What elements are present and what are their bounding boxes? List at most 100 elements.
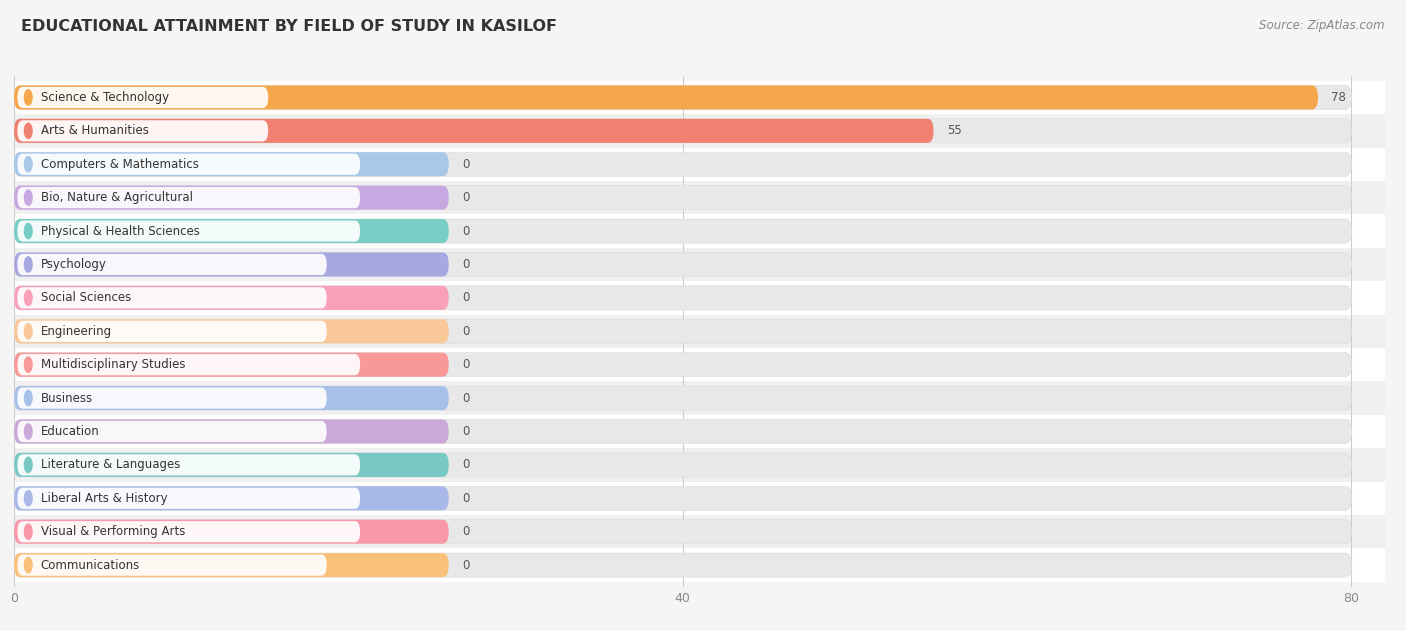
Circle shape <box>24 491 32 506</box>
FancyBboxPatch shape <box>17 488 360 509</box>
FancyBboxPatch shape <box>17 555 326 575</box>
Text: 0: 0 <box>463 492 470 505</box>
FancyBboxPatch shape <box>14 85 1317 109</box>
FancyBboxPatch shape <box>14 353 1351 377</box>
Text: Visual & Performing Arts: Visual & Performing Arts <box>41 525 186 538</box>
Bar <box>14 215 1385 248</box>
FancyBboxPatch shape <box>14 152 1351 176</box>
FancyBboxPatch shape <box>14 119 1351 143</box>
Circle shape <box>24 290 32 305</box>
Text: 78: 78 <box>1331 91 1347 104</box>
Text: 0: 0 <box>463 225 470 237</box>
FancyBboxPatch shape <box>14 252 1351 276</box>
Text: 0: 0 <box>463 425 470 438</box>
FancyBboxPatch shape <box>17 454 360 476</box>
Text: Communications: Communications <box>41 558 141 572</box>
FancyBboxPatch shape <box>14 119 934 143</box>
FancyBboxPatch shape <box>14 219 1351 243</box>
Circle shape <box>24 357 32 372</box>
Text: 55: 55 <box>946 124 962 138</box>
FancyBboxPatch shape <box>17 421 326 442</box>
FancyBboxPatch shape <box>14 152 449 176</box>
FancyBboxPatch shape <box>14 286 449 310</box>
Circle shape <box>24 524 32 540</box>
Bar <box>14 348 1385 381</box>
Circle shape <box>24 156 32 172</box>
FancyBboxPatch shape <box>14 186 449 209</box>
Text: 0: 0 <box>463 258 470 271</box>
Text: Multidisciplinary Studies: Multidisciplinary Studies <box>41 358 186 371</box>
FancyBboxPatch shape <box>14 319 449 343</box>
Text: Science & Technology: Science & Technology <box>41 91 169 104</box>
Text: 0: 0 <box>463 392 470 404</box>
FancyBboxPatch shape <box>17 187 360 208</box>
FancyBboxPatch shape <box>14 453 449 477</box>
Text: Psychology: Psychology <box>41 258 107 271</box>
Circle shape <box>24 324 32 339</box>
FancyBboxPatch shape <box>14 319 1351 343</box>
Bar <box>14 248 1385 281</box>
Bar <box>14 281 1385 315</box>
Bar <box>14 515 1385 548</box>
FancyBboxPatch shape <box>14 420 1351 444</box>
Text: Computers & Mathematics: Computers & Mathematics <box>41 158 198 171</box>
Text: Education: Education <box>41 425 100 438</box>
Text: EDUCATIONAL ATTAINMENT BY FIELD OF STUDY IN KASILOF: EDUCATIONAL ATTAINMENT BY FIELD OF STUDY… <box>21 19 557 34</box>
FancyBboxPatch shape <box>17 354 360 375</box>
FancyBboxPatch shape <box>14 252 449 276</box>
Text: 0: 0 <box>463 158 470 171</box>
FancyBboxPatch shape <box>14 453 1351 477</box>
FancyBboxPatch shape <box>17 387 326 409</box>
FancyBboxPatch shape <box>14 553 449 577</box>
Bar <box>14 481 1385 515</box>
Text: Arts & Humanities: Arts & Humanities <box>41 124 149 138</box>
Bar <box>14 181 1385 215</box>
Circle shape <box>24 190 32 205</box>
FancyBboxPatch shape <box>14 85 1351 109</box>
Circle shape <box>24 558 32 573</box>
Text: 0: 0 <box>463 358 470 371</box>
Text: Physical & Health Sciences: Physical & Health Sciences <box>41 225 200 237</box>
Text: 0: 0 <box>463 292 470 304</box>
FancyBboxPatch shape <box>14 386 1351 410</box>
FancyBboxPatch shape <box>17 287 326 309</box>
Bar <box>14 315 1385 348</box>
Text: 0: 0 <box>463 191 470 204</box>
Text: Liberal Arts & History: Liberal Arts & History <box>41 492 167 505</box>
Bar <box>14 81 1385 114</box>
FancyBboxPatch shape <box>17 87 269 108</box>
FancyBboxPatch shape <box>14 186 1351 209</box>
FancyBboxPatch shape <box>17 220 360 242</box>
FancyBboxPatch shape <box>14 553 1351 577</box>
FancyBboxPatch shape <box>14 520 1351 544</box>
FancyBboxPatch shape <box>14 420 449 444</box>
Text: 0: 0 <box>463 525 470 538</box>
Text: Bio, Nature & Agricultural: Bio, Nature & Agricultural <box>41 191 193 204</box>
FancyBboxPatch shape <box>17 121 269 141</box>
Text: Social Sciences: Social Sciences <box>41 292 131 304</box>
FancyBboxPatch shape <box>17 154 360 175</box>
Bar <box>14 415 1385 448</box>
Text: Business: Business <box>41 392 93 404</box>
Text: 0: 0 <box>463 558 470 572</box>
Circle shape <box>24 424 32 439</box>
FancyBboxPatch shape <box>17 321 326 342</box>
FancyBboxPatch shape <box>14 487 449 510</box>
Bar <box>14 381 1385 415</box>
Bar <box>14 114 1385 148</box>
Bar <box>14 548 1385 582</box>
FancyBboxPatch shape <box>14 219 449 243</box>
Circle shape <box>24 391 32 406</box>
Circle shape <box>24 90 32 105</box>
Text: Engineering: Engineering <box>41 325 112 338</box>
Text: Source: ZipAtlas.com: Source: ZipAtlas.com <box>1260 19 1385 32</box>
FancyBboxPatch shape <box>14 386 449 410</box>
Bar <box>14 148 1385 181</box>
Text: Literature & Languages: Literature & Languages <box>41 458 180 471</box>
FancyBboxPatch shape <box>14 520 449 544</box>
Circle shape <box>24 257 32 272</box>
FancyBboxPatch shape <box>17 521 360 542</box>
FancyBboxPatch shape <box>14 487 1351 510</box>
FancyBboxPatch shape <box>14 353 449 377</box>
Text: 0: 0 <box>463 325 470 338</box>
